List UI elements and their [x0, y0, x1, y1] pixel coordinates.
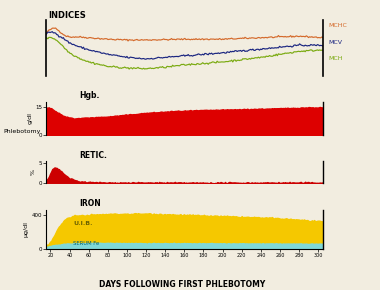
- Text: MCV: MCV: [329, 40, 342, 45]
- Y-axis label: g/dl: g/dl: [27, 113, 32, 124]
- Text: DAYS FOLLOWING FIRST PHLEBOTOMY: DAYS FOLLOWING FIRST PHLEBOTOMY: [99, 280, 266, 289]
- Text: MCH: MCH: [329, 57, 343, 61]
- Text: SERUM Fe: SERUM Fe: [73, 241, 100, 246]
- Y-axis label: μg/dl: μg/dl: [24, 222, 29, 238]
- Text: Hgb.: Hgb.: [79, 91, 99, 100]
- Y-axis label: %: %: [31, 169, 36, 175]
- Text: U.I.B.: U.I.B.: [73, 221, 93, 226]
- Text: INDICES: INDICES: [48, 11, 86, 20]
- Text: RETIC.: RETIC.: [79, 151, 107, 160]
- Text: IRON: IRON: [79, 199, 101, 208]
- Text: Phlebotomy: Phlebotomy: [4, 129, 41, 135]
- Text: MCHC: MCHC: [329, 23, 347, 28]
